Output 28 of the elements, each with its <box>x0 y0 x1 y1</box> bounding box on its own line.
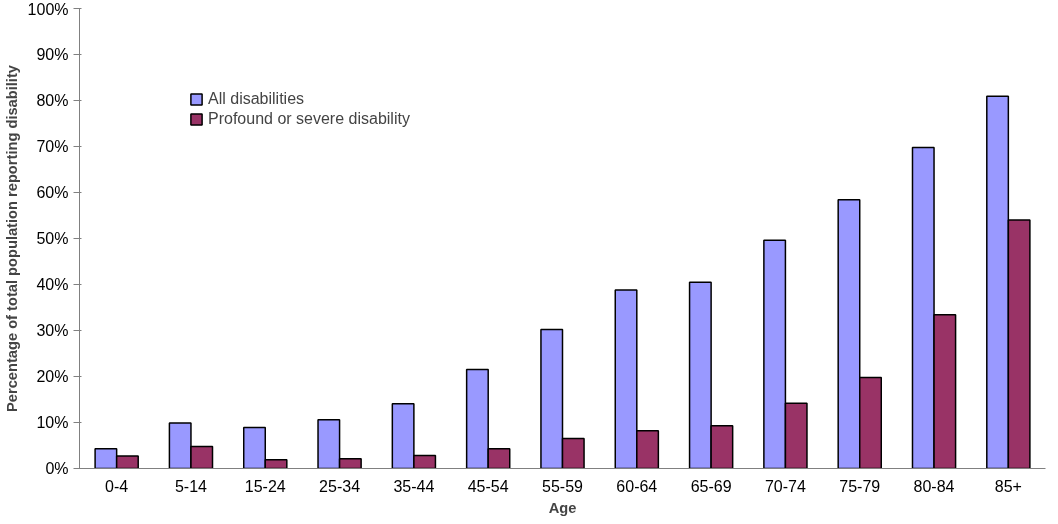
x-tick-label: 35-44 <box>393 477 435 495</box>
legend-label: All disabilities <box>208 90 305 108</box>
y-tick-label: 60% <box>36 184 69 201</box>
y-axis-title: Percentage of total population reporting disability <box>3 64 20 412</box>
x-tick-label: 45-54 <box>467 477 509 495</box>
x-tick-label: 0-4 <box>105 477 129 495</box>
legend-label: Profound or severe disability <box>208 110 410 128</box>
x-tick-label: 65-69 <box>690 477 732 495</box>
x-tick-label: 55-59 <box>542 477 584 495</box>
y-tick-label: 40% <box>36 276 69 293</box>
x-tick-label: 70-74 <box>764 477 806 495</box>
x-axis-title: Age <box>548 499 577 516</box>
x-tick-label: 15-24 <box>244 477 286 495</box>
x-tick-label: 80-84 <box>913 477 955 495</box>
y-tick-label: 70% <box>36 138 69 155</box>
y-tick-label: 20% <box>36 368 69 385</box>
y-tick-label: 90% <box>36 46 69 63</box>
x-tick-label: 25-34 <box>319 477 361 495</box>
y-tick-label: 30% <box>36 322 69 339</box>
x-tick-label: 85+ <box>994 477 1022 495</box>
x-tick-label: 75-79 <box>839 477 881 495</box>
y-tick-label: 80% <box>36 92 69 109</box>
y-tick-label: 100% <box>27 0 69 18</box>
y-tick-label: 10% <box>36 414 69 431</box>
y-tick-label: 50% <box>36 230 69 247</box>
y-tick-label: 0% <box>45 460 69 477</box>
x-tick-label: 5-14 <box>174 477 208 495</box>
x-tick-label: 60-64 <box>616 477 658 495</box>
